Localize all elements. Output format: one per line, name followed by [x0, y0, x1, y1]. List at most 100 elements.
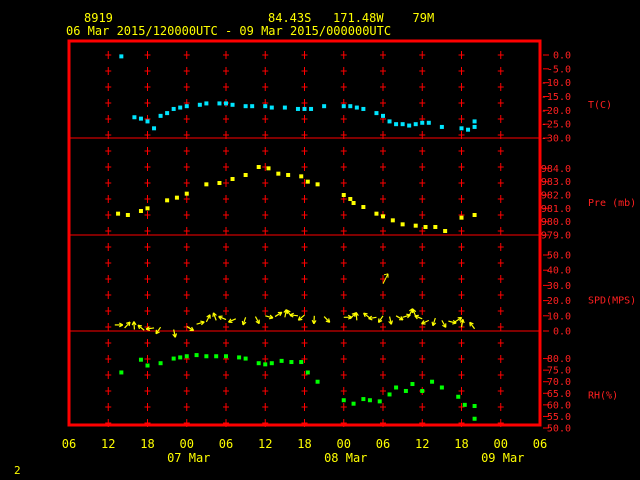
wind-arrow: [363, 312, 371, 319]
y-tick-label: 50.0: [547, 251, 571, 262]
wind-arrow: [114, 322, 124, 328]
data-point: [204, 182, 209, 187]
data-point: [381, 113, 385, 118]
data-point: [459, 126, 464, 131]
data-point: [407, 123, 412, 128]
y-tick-label: 979.0: [541, 231, 571, 242]
data-point: [387, 119, 392, 124]
data-point: [214, 354, 219, 359]
data-point: [119, 370, 124, 375]
wind-arrow: [297, 314, 305, 321]
data-point: [184, 191, 189, 196]
data-point: [282, 105, 287, 110]
data-point: [381, 214, 385, 219]
data-point: [289, 360, 294, 365]
y-tick-label: 75.0: [547, 366, 571, 377]
data-point: [413, 122, 418, 127]
data-point: [420, 388, 425, 393]
data-point: [305, 370, 310, 375]
data-point: [459, 215, 464, 220]
data-point: [299, 360, 304, 365]
data-point: [351, 401, 356, 406]
data-point: [286, 173, 291, 177]
wind-arrow: [124, 321, 131, 329]
data-point: [361, 397, 366, 402]
grid-crosses: [105, 51, 504, 427]
data-point: [194, 353, 199, 358]
data-point: [256, 165, 261, 169]
y-tick-label: 981.0: [541, 204, 571, 215]
y-tick-label: -10.0: [541, 78, 571, 89]
wind-arrow: [218, 315, 227, 321]
x-tick-label: 12: [258, 437, 272, 451]
y-tick-label: 10.0: [547, 311, 571, 322]
y-tick-label: 50.0: [547, 424, 571, 435]
y-tick-label: 0.0: [553, 51, 571, 62]
wind-arrow: [172, 329, 178, 338]
wind-arrow: [431, 317, 437, 327]
data-point: [174, 195, 179, 200]
data-point: [171, 356, 176, 361]
data-point: [295, 106, 300, 111]
wind-arrow: [145, 326, 155, 332]
data-point: [243, 104, 248, 109]
wind-arrow: [454, 316, 463, 323]
data-point: [230, 177, 235, 181]
wind-arrow: [155, 326, 162, 335]
data-point: [426, 120, 431, 125]
data-point: [250, 104, 255, 109]
data-point: [158, 361, 163, 366]
y-axis-label: Pre (mb): [588, 198, 636, 209]
wind-arrow: [241, 317, 247, 326]
data-marks: [114, 54, 477, 421]
x-tick-label: 12: [415, 437, 429, 451]
data-point: [224, 101, 228, 106]
wind-arrow: [421, 319, 430, 325]
data-point: [243, 173, 248, 177]
data-point: [171, 106, 176, 111]
wind-arrow: [441, 320, 447, 328]
x-tick-label: 06: [62, 437, 76, 451]
data-point: [145, 206, 150, 211]
data-point: [430, 379, 435, 384]
data-point: [322, 104, 327, 109]
data-point: [184, 354, 189, 359]
wind-arrow: [186, 325, 195, 332]
data-point: [354, 105, 359, 110]
data-point: [413, 223, 418, 228]
y-tick-label: -20.0: [541, 106, 571, 117]
data-point: [305, 179, 310, 184]
x-date-label: 08 Mar: [324, 451, 367, 465]
x-tick-label: 18: [454, 437, 468, 451]
x-tick-label: 06: [533, 437, 547, 451]
y-tick-label: 55.0: [547, 412, 571, 423]
data-point: [152, 126, 157, 131]
data-point: [276, 171, 281, 176]
wind-arrow: [469, 321, 476, 330]
data-point: [374, 111, 379, 116]
wind-arrow: [368, 315, 377, 321]
y-tick-label: 980.0: [541, 217, 571, 228]
data-point: [472, 404, 477, 409]
wind-arrow: [388, 316, 393, 325]
station-location: 84.43S 171.48W 79M: [268, 11, 434, 25]
data-point: [423, 225, 428, 229]
data-point: [472, 119, 477, 124]
x-tick-label: 12: [101, 437, 115, 451]
data-point: [456, 394, 461, 399]
data-point: [400, 222, 405, 227]
y-tick-label: 40.0: [547, 266, 571, 277]
data-point: [400, 122, 405, 127]
data-point: [315, 379, 320, 384]
data-point: [387, 392, 392, 397]
wind-arrow: [382, 273, 389, 285]
x-date-label: 09 Mar: [481, 451, 524, 465]
wind-arrow: [274, 311, 283, 318]
data-point: [224, 354, 228, 359]
data-point: [237, 355, 242, 360]
data-point: [439, 385, 444, 390]
wind-arrow: [353, 312, 359, 321]
x-tick-label: 06: [376, 437, 390, 451]
wind-arrow: [414, 314, 423, 320]
